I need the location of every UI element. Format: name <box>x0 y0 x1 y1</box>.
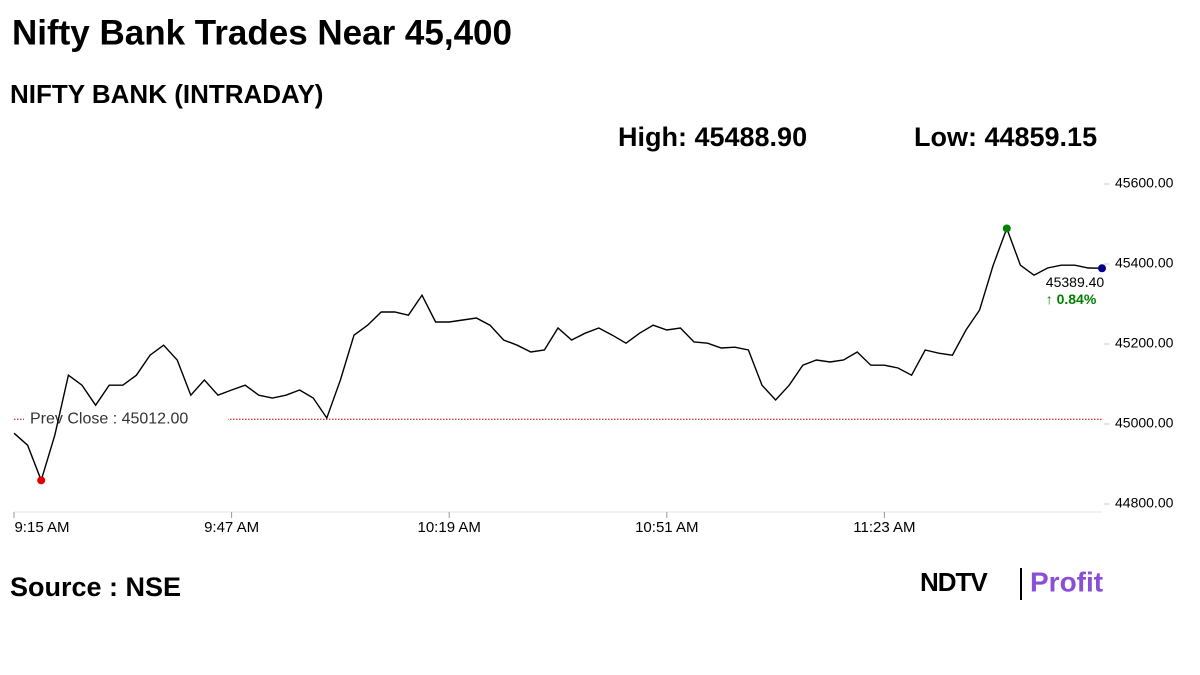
y-tick-label: 44800.00 <box>1115 495 1174 511</box>
prev-close-label: Prev Close : 45012.00 <box>30 410 188 427</box>
logo-profit: Profit <box>1030 566 1103 597</box>
change-label: ↑ 0.84% <box>1046 291 1097 307</box>
last-marker <box>1098 264 1106 273</box>
y-tick-label: 45200.00 <box>1115 335 1174 351</box>
x-tick-label: 9:15 AM <box>14 519 69 536</box>
current-value-label: 45389.40 <box>1046 274 1105 290</box>
chart-subtitle: NIFTY BANK (INTRADAY) <box>10 79 323 109</box>
prev-close-bg <box>24 408 228 431</box>
y-tick-label: 45600.00 <box>1115 175 1174 191</box>
x-tick-label: 11:23 AM <box>853 519 915 536</box>
low-marker <box>37 476 46 485</box>
x-tick-label: 10:51 AM <box>635 519 698 536</box>
logo-ndtv: NDTV <box>920 567 988 597</box>
y-tick-label: 45000.00 <box>1115 415 1174 431</box>
high-label: High: 45488.90 <box>618 122 807 152</box>
high-marker <box>1002 224 1011 233</box>
x-tick-label: 10:19 AM <box>418 519 481 536</box>
low-label: Low: 44859.15 <box>914 122 1097 152</box>
x-tick-label: 9:47 AM <box>204 519 259 536</box>
y-tick-label: 45400.00 <box>1115 255 1174 271</box>
chart-title: Nifty Bank Trades Near 45,400 <box>12 13 512 52</box>
price-line <box>13 226 1103 483</box>
source: Source : NSE <box>10 572 181 602</box>
